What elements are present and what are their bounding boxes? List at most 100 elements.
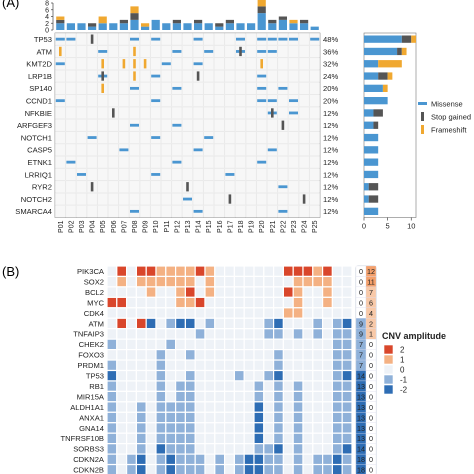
heatmap-cell	[243, 443, 255, 455]
heatmap-cell	[155, 422, 167, 434]
grid-cell	[55, 70, 66, 83]
mutation-missense	[66, 160, 76, 164]
side-bar-missense	[364, 183, 369, 191]
grid-cell	[118, 70, 130, 83]
grid-cell	[256, 143, 267, 156]
summary-amp-value: 1	[369, 330, 373, 339]
grid-cell	[150, 119, 161, 132]
heatmap-cell	[184, 275, 196, 288]
cnv-legend-label: 2	[400, 346, 405, 355]
grid-cell	[192, 156, 204, 169]
gene-label: LRRIQ1	[25, 170, 52, 179]
heatmap-cell	[341, 265, 353, 278]
top-bar-frameshift	[98, 16, 107, 24]
sample-label: P13	[185, 220, 192, 233]
cnv-legend: CNV amplitude 210-1-2	[382, 331, 446, 395]
heatmap-cell	[312, 432, 324, 445]
heatmap-cell	[184, 359, 196, 372]
heatmap-cell	[116, 380, 128, 393]
percentage-label: 12%	[323, 146, 338, 155]
mutation-frameshift	[101, 83, 104, 93]
heatmap-cell	[282, 359, 294, 372]
grid-cell	[65, 180, 77, 193]
heatmap-cell	[135, 286, 147, 298]
legend-label: Stop gained	[431, 113, 471, 122]
grid-cell	[97, 131, 108, 144]
percentage-label: 12%	[323, 207, 338, 216]
grid-cell	[139, 143, 151, 156]
heatmap-cell	[135, 349, 147, 361]
grid-cell	[150, 57, 161, 70]
grid-cell	[118, 205, 130, 218]
side-bar-missense	[364, 97, 388, 105]
grid-cell	[288, 156, 299, 169]
heatmap-cell	[116, 453, 128, 466]
grid-cell	[214, 156, 225, 169]
grid-cell	[150, 143, 161, 156]
heatmap-cell	[312, 328, 324, 340]
heatmap-cell	[341, 286, 353, 298]
mutation-missense	[130, 37, 139, 41]
heatmap-gene-label: BCL2	[85, 288, 104, 297]
heatmap-cell	[125, 432, 137, 445]
heatmap-cell	[282, 463, 294, 474]
grid-cell	[203, 205, 214, 218]
heatmap-cell	[194, 317, 206, 330]
grid-cell	[214, 143, 225, 156]
heatmap-cell	[312, 463, 324, 474]
heatmap-cell	[243, 401, 255, 413]
grid-cell	[97, 180, 108, 193]
summary-del-value: 0	[359, 267, 363, 276]
mutation-frameshift	[122, 59, 126, 69]
heatmap-cell	[214, 307, 226, 319]
top-bar-stop	[194, 19, 203, 24]
heatmap-cell	[145, 328, 157, 340]
grid-cell	[129, 168, 140, 181]
heatmap-cell	[282, 443, 294, 455]
grid-cell	[108, 70, 119, 83]
top-bar-stop	[130, 13, 139, 20]
heatmap-cell	[184, 286, 196, 298]
side-bar-frameshift	[401, 47, 407, 56]
grid-cell	[171, 168, 183, 181]
heatmap-cell	[233, 432, 245, 445]
grid-cell	[139, 70, 151, 83]
grid-cell	[76, 119, 87, 132]
heatmap-cell	[194, 443, 206, 455]
top-bar-missense	[225, 23, 234, 30]
heatmap-cell	[155, 401, 167, 413]
heatmap-cell	[331, 369, 343, 382]
heatmap-cell	[331, 349, 343, 361]
grid-cell	[55, 131, 66, 144]
top-axis-tick-label: 4	[45, 14, 49, 21]
gene-label: ETNK1	[28, 158, 52, 167]
heatmap-cell	[194, 422, 206, 434]
heatmap-cell	[253, 401, 265, 413]
grid-cell	[139, 119, 151, 132]
heatmap-cell	[135, 338, 147, 351]
heatmap-cell	[341, 369, 353, 382]
heatmap-cell	[273, 390, 285, 403]
grid-cell	[245, 70, 257, 83]
mutation-missense	[172, 123, 182, 127]
top-axis-tick-label: 8	[45, 1, 49, 8]
grid-cell	[203, 70, 214, 83]
heatmap-cell	[263, 265, 275, 278]
grid-cell	[108, 168, 119, 181]
summary-del-value: 18	[357, 455, 365, 464]
heatmap-cell	[233, 349, 245, 361]
heatmap-cell	[331, 359, 343, 372]
top-bar-missense	[300, 23, 309, 30]
heatmap-cell	[106, 411, 118, 424]
heatmap-cell	[292, 432, 304, 445]
sample-label: P15	[206, 220, 213, 233]
grid-cell	[203, 82, 214, 95]
grid-cell	[288, 82, 299, 95]
heatmap-cell	[184, 463, 196, 474]
grid-cell	[235, 205, 246, 218]
heatmap-cell	[292, 390, 304, 403]
summary-del-value: 13	[357, 382, 365, 391]
heatmap-cell	[224, 307, 236, 319]
heatmap-cell	[155, 307, 167, 319]
